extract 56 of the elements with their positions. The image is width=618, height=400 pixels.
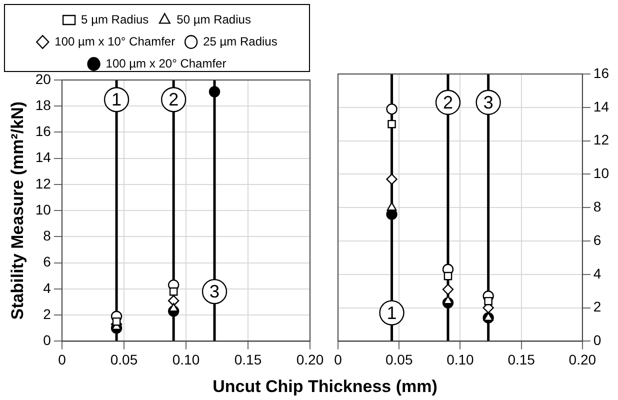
y-tick-label: 12 (593, 132, 610, 148)
point (443, 296, 453, 304)
y-tick-label: 2 (43, 306, 52, 322)
x-tick-label: 0.05 (385, 351, 413, 368)
point (112, 317, 121, 326)
y-tick-label: 2 (593, 298, 602, 315)
x-tick-label: 0.10 (446, 351, 474, 368)
point (484, 296, 492, 306)
point (386, 103, 398, 115)
annotation: 1 (112, 90, 122, 110)
y-tick-label: 0 (593, 332, 602, 348)
point (386, 202, 397, 211)
x-tick-label: 0.05 (110, 351, 138, 368)
y-tick-label: 0 (43, 332, 52, 348)
point (169, 287, 178, 296)
x-tick-label: 0.15 (234, 351, 262, 368)
point (388, 120, 396, 128)
y-tick-label: 4 (593, 265, 602, 282)
y-tick-label: 10 (35, 201, 52, 218)
legend-label: 100 µm x 10° Chamfer (54, 34, 176, 48)
y-tick-label: 18 (35, 96, 52, 113)
x-tick-label: 0 (58, 351, 66, 368)
y-tick-label: 10 (593, 165, 610, 182)
legend-label: 5 µm Radius (81, 12, 149, 26)
x-tick-label: 0.20 (568, 351, 596, 368)
y-tick-label: 8 (593, 198, 602, 214)
annotation: 2 (168, 90, 179, 110)
legend-label: 100 µm x 20° Chamfer (106, 56, 226, 70)
y-tick-label: 4 (43, 280, 52, 296)
y-tick-label: 14 (35, 149, 52, 166)
point (208, 86, 220, 98)
x-tick-label: 0.20 (296, 351, 324, 368)
y-tick-label: 12 (35, 175, 52, 192)
y-tick-label: 16 (35, 123, 52, 140)
point (444, 272, 452, 280)
legend-label: 25 µm Radius (203, 34, 278, 48)
x-tick-label: 0 (334, 351, 342, 368)
y-tick-label: 14 (593, 98, 610, 114)
y-tick-label: 6 (43, 254, 52, 270)
y-tick-label: 8 (43, 228, 52, 244)
point (168, 295, 180, 306)
y-tick-label: 6 (593, 232, 602, 248)
y-tick-label: 16 (593, 64, 610, 81)
x-tick-label: 0.15 (508, 351, 536, 368)
x-axis-title: Uncut Chip Thickness (mm) (212, 377, 438, 396)
y-tick-label: 20 (35, 70, 52, 87)
point (442, 284, 454, 296)
point (483, 312, 494, 321)
annotation: 1 (386, 302, 397, 323)
annotation: 3 (483, 92, 494, 112)
annotation: 2 (442, 92, 453, 112)
point (386, 174, 398, 185)
annotation: 3 (210, 282, 220, 302)
y-axis-title: Stability Measure (mm²/kN) (8, 101, 27, 320)
legend-label: 50 µm Radius (176, 12, 251, 26)
x-tick-label: 0.10 (172, 351, 200, 368)
